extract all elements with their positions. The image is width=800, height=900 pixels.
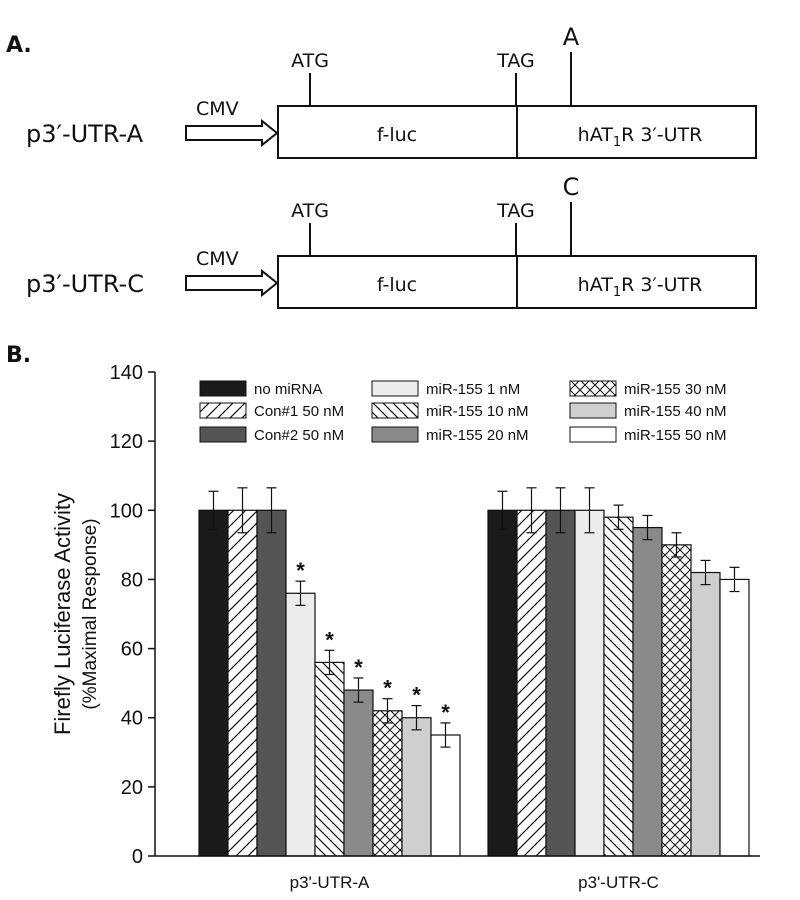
x-axis-category-labels: p3'-UTR-A p3'-UTR-C xyxy=(290,873,659,892)
bar-series xyxy=(198,509,750,857)
utr-suffix: R 3′-UTR xyxy=(621,274,702,296)
y-tick-label: 40 xyxy=(121,708,143,730)
y-tick-label: 120 xyxy=(110,431,143,453)
construct-a-atg-label: ATG xyxy=(291,50,329,72)
bar xyxy=(372,710,403,857)
construct-c-atg-label: ATG xyxy=(291,200,329,222)
bar xyxy=(487,509,518,857)
bar xyxy=(227,509,258,857)
bar xyxy=(401,717,432,857)
bar xyxy=(661,544,692,857)
bar xyxy=(256,509,287,857)
bar xyxy=(632,526,663,857)
category-label: p3'-UTR-A xyxy=(290,873,370,892)
legend-swatch xyxy=(199,426,247,443)
construct-c-promoter-arrow xyxy=(185,268,279,298)
y-axis-subtitle: (%Maximal Response) xyxy=(80,518,101,709)
significance-marker: * xyxy=(383,676,392,701)
panel-a-label: A. xyxy=(6,33,32,58)
construct-c: p3′-UTR-C CMV f-luc hAT1R 3′-UTR ATG TAG… xyxy=(26,173,757,309)
legend-swatch xyxy=(569,380,617,397)
utr-subscript: 1 xyxy=(613,285,621,300)
bar xyxy=(603,516,634,857)
legend-label: miR-155 50 nM xyxy=(624,427,727,444)
significance-marker: * xyxy=(441,700,450,725)
utr-subscript: 1 xyxy=(613,135,621,150)
legend-swatch xyxy=(569,426,617,443)
legend-swatch xyxy=(371,426,419,443)
bar xyxy=(516,509,547,857)
construct-c-reporter-box xyxy=(277,255,518,309)
utr-prefix: hAT xyxy=(578,274,614,296)
significance-marker: * xyxy=(325,627,334,652)
bar xyxy=(198,509,229,857)
legend-label: Con#2 50 nM xyxy=(254,427,344,444)
construct-a: p3′-UTR-A CMV f-luc hAT1R 3′-UTR ATG TAG… xyxy=(26,23,757,159)
legend-swatch xyxy=(199,380,247,397)
legend-swatch xyxy=(199,402,247,419)
legend-label: miR-155 1 nM xyxy=(426,381,520,398)
construct-a-utr-box xyxy=(516,105,757,159)
y-tick-label: 80 xyxy=(121,569,143,591)
panel-b-label: B. xyxy=(6,343,31,368)
legend-swatch xyxy=(371,380,419,397)
significance-marker: * xyxy=(412,683,421,708)
construct-a-tag-label: TAG xyxy=(496,50,535,72)
category-label: p3'-UTR-C xyxy=(578,873,659,892)
construct-c-promoter-label: CMV xyxy=(196,248,239,270)
y-axis-title: Firefly Luciferase Activity xyxy=(50,493,75,735)
bar-chart: 0 20 40 60 80 100 120 140 * * * * * * no miRNA Con#1 … xyxy=(50,362,760,892)
significance-marker: * xyxy=(354,655,363,680)
y-tick-label: 100 xyxy=(110,500,143,522)
construct-a-variant-label: A xyxy=(563,23,580,51)
construct-a-promoter-arrow xyxy=(185,118,279,148)
construct-c-variant-label: C xyxy=(563,173,580,201)
legend: no miRNA Con#1 50 nM Con#2 50 nM miR-155 1 … xyxy=(199,380,727,444)
legend-label: Con#1 50 nM xyxy=(254,403,344,420)
bar xyxy=(574,509,605,857)
bar xyxy=(314,661,345,857)
significance-marker: * xyxy=(296,558,305,583)
construct-c-name: p3′-UTR-C xyxy=(26,270,144,298)
legend-label: miR-155 10 nM xyxy=(426,403,529,420)
legend-label: miR-155 20 nM xyxy=(426,427,529,444)
bar xyxy=(719,578,750,857)
bar xyxy=(430,734,461,857)
construct-c-utr-label: hAT1R 3′-UTR xyxy=(578,274,703,300)
y-axis-ticks: 0 20 40 60 80 100 120 140 xyxy=(110,362,155,868)
construct-c-tag-label: TAG xyxy=(496,200,535,222)
construct-a-promoter-label: CMV xyxy=(196,98,239,120)
error-bars xyxy=(208,487,740,748)
y-tick-label: 60 xyxy=(121,639,143,661)
bar xyxy=(545,509,576,857)
utr-prefix: hAT xyxy=(578,124,614,146)
bar xyxy=(285,592,316,857)
construct-a-reporter-box xyxy=(277,105,518,159)
legend-swatch xyxy=(569,402,617,419)
significance-markers: * * * * * * xyxy=(296,558,450,725)
y-tick-label: 140 xyxy=(110,362,143,384)
bar xyxy=(343,689,374,857)
construct-c-reporter-label: f-luc xyxy=(377,274,417,296)
construct-a-utr-label: hAT1R 3′-UTR xyxy=(578,124,703,150)
legend-label: no miRNA xyxy=(254,381,322,398)
y-tick-label: 0 xyxy=(132,846,143,868)
utr-suffix: R 3′-UTR xyxy=(621,124,702,146)
legend-swatch xyxy=(371,402,419,419)
legend-label: miR-155 40 nM xyxy=(624,403,727,420)
legend-label: miR-155 30 nM xyxy=(624,381,727,398)
construct-c-utr-box xyxy=(516,255,757,309)
construct-a-reporter-label: f-luc xyxy=(377,124,417,146)
bar xyxy=(690,571,721,857)
y-tick-label: 20 xyxy=(121,777,143,799)
construct-a-name: p3′-UTR-A xyxy=(26,120,144,148)
